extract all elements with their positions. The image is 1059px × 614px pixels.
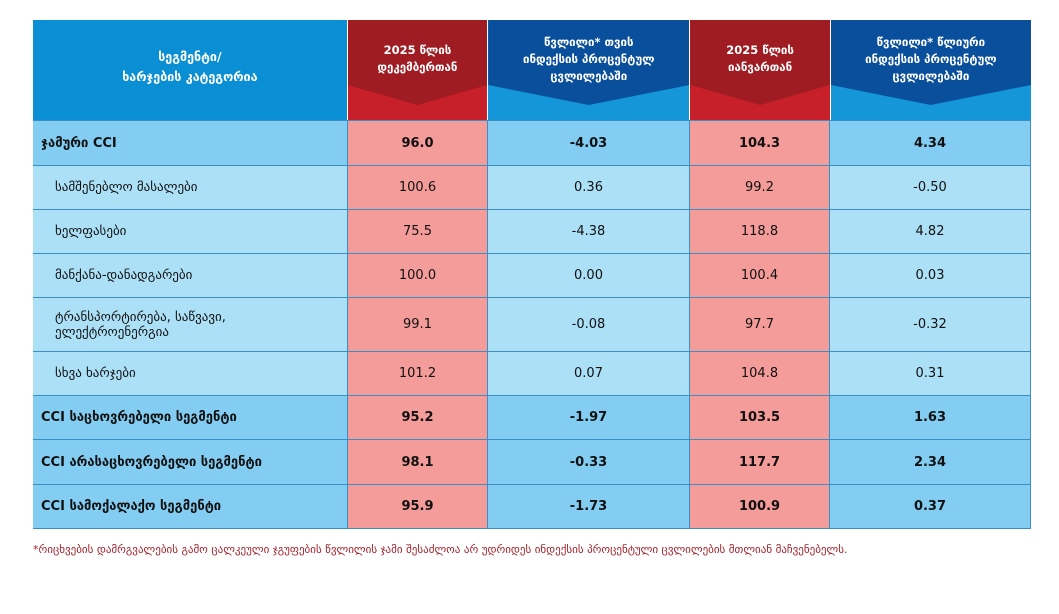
row-value: 99.1 [348, 298, 488, 351]
row-value: -0.33 [488, 440, 690, 484]
row-value: -4.38 [488, 210, 690, 253]
cci-table: სეგმენტი/ ხარჯების კატეგორია 2025 წლის დ… [33, 20, 1031, 529]
footnote: *რიცხვების დამრგვალების გამო ცალკეული ჯგ… [33, 543, 848, 556]
table-row: ტრანსპორტირება, საწვავი, ელექტროენერგია 9… [33, 297, 1031, 351]
table-row: CCI საცხოვრებელი სეგმენტი 95.2 -1.97 103.5 1… [33, 395, 1031, 439]
row-value: -0.32 [830, 298, 1031, 351]
row-value: -1.97 [488, 396, 690, 439]
table-row: მანქანა-დანადგარები 100.0 0.00 100.4 0.03 [33, 253, 1031, 297]
header-segment: სეგმენტი/ ხარჯების კატეგორია [33, 20, 348, 120]
row-value: 0.07 [488, 352, 690, 395]
row-value: 1.63 [830, 396, 1031, 439]
row-value: 99.2 [690, 166, 830, 209]
row-label: სამშენებლო მასალები [33, 166, 348, 209]
row-label: ტრანსპორტირება, საწვავი, ელექტროენერგია [33, 298, 348, 351]
row-value: 104.3 [690, 121, 830, 165]
table-row: სხვა ხარჯები 101.2 0.07 104.8 0.31 [33, 351, 1031, 395]
row-value: -0.08 [488, 298, 690, 351]
row-value: -0.50 [830, 166, 1031, 209]
header-monthly-contribution: წვლილი* თვის ინდექსის პროცენტულ ცვლილება… [488, 20, 691, 120]
row-value: 0.00 [488, 254, 690, 297]
row-value: 100.6 [348, 166, 488, 209]
row-value: 0.37 [830, 485, 1031, 528]
header-vs-december: 2025 წლის დეკემბერთან [347, 20, 489, 120]
row-label: ხელფასები [33, 210, 348, 253]
row-value: -1.73 [488, 485, 690, 528]
row-value: 104.8 [690, 352, 830, 395]
row-label: CCI სამოქალაქო სეგმენტი [33, 485, 348, 528]
row-value: 117.7 [690, 440, 830, 484]
row-value: 96.0 [348, 121, 488, 165]
row-value: 103.5 [690, 396, 830, 439]
header-vs-january: 2025 წლის იანვართან [690, 20, 831, 120]
row-value: 0.31 [830, 352, 1031, 395]
row-value: 2.34 [830, 440, 1031, 484]
row-value: -4.03 [488, 121, 690, 165]
row-label: სხვა ხარჯები [33, 352, 348, 395]
table-row: ხელფასები 75.5 -4.38 118.8 4.82 [33, 209, 1031, 253]
table-row: სამშენებლო მასალები 100.6 0.36 99.2 -0.50 [33, 165, 1031, 209]
table-body: ჯამური CCI 96.0 -4.03 104.3 4.34 სამშენებლო მ… [33, 120, 1031, 529]
row-value: 4.34 [830, 121, 1031, 165]
row-value: 0.36 [488, 166, 690, 209]
row-label: ჯამური CCI [33, 121, 348, 165]
row-value: 4.82 [830, 210, 1031, 253]
row-value: 100.4 [690, 254, 830, 297]
row-value: 100.9 [690, 485, 830, 528]
row-label: CCI არასაცხოვრებელი სეგმენტი [33, 440, 348, 484]
row-value: 95.2 [348, 396, 488, 439]
row-value: 75.5 [348, 210, 488, 253]
row-value: 98.1 [348, 440, 488, 484]
table-header: სეგმენტი/ ხარჯების კატეგორია 2025 წლის დ… [33, 20, 1031, 120]
table-row: CCI არასაცხოვრებელი სეგმენტი 98.1 -0.33 117… [33, 439, 1031, 484]
row-label: CCI საცხოვრებელი სეგმენტი [33, 396, 348, 439]
row-value: 101.2 [348, 352, 488, 395]
row-value: 100.0 [348, 254, 488, 297]
row-value: 118.8 [690, 210, 830, 253]
row-value: 95.9 [348, 485, 488, 528]
row-value: 97.7 [690, 298, 830, 351]
table-row: CCI სამოქალაქო სეგმენტი 95.9 -1.73 100.9 0.3… [33, 484, 1031, 529]
table-row: ჯამური CCI 96.0 -4.03 104.3 4.34 [33, 120, 1031, 165]
row-value: 0.03 [830, 254, 1031, 297]
row-label: მანქანა-დანადგარები [33, 254, 348, 297]
header-annual-contribution: წვლილი* წლიური ინდექსის პროცენტულ ცვლილე… [830, 20, 1031, 120]
